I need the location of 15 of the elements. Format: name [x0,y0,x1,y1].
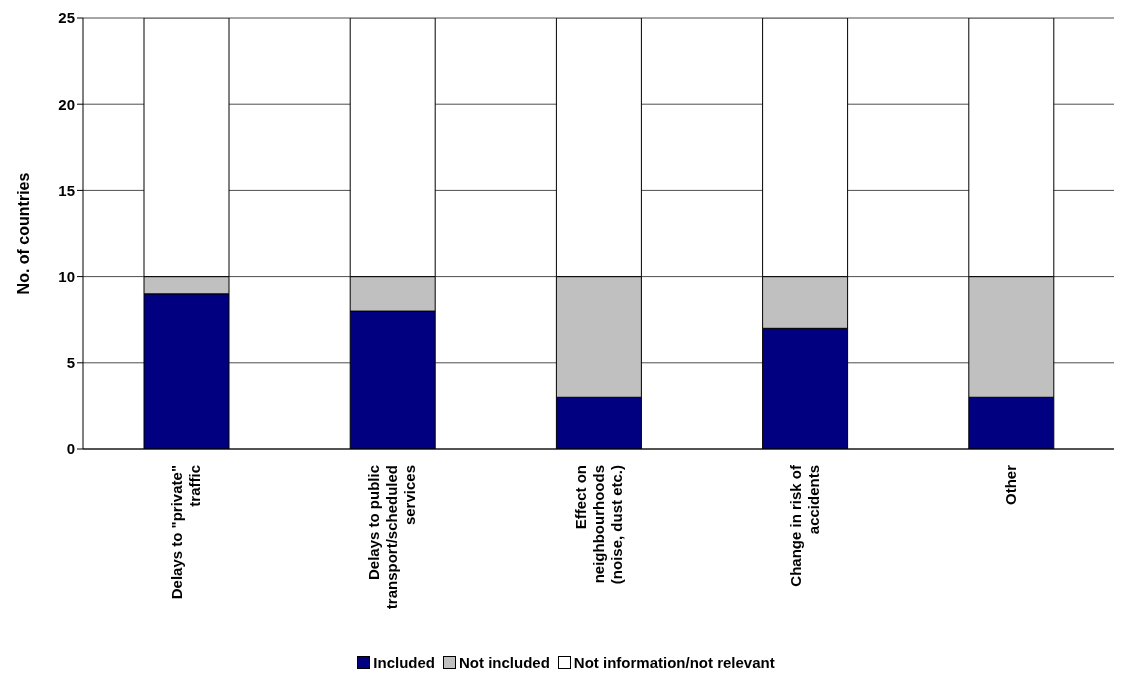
y-tick-label: 25 [58,9,75,27]
x-tick-label: Delays to public transport/scheduled services [365,465,419,610]
y-tick-label: 0 [66,440,75,458]
y-tick-label: 15 [58,181,75,199]
y-tick-label: 5 [66,354,75,372]
x-tick-label: Change in risk of accidents [786,464,822,587]
y-axis-title: No. of countries [14,172,32,295]
x-tick-label: Other [1001,464,1019,506]
legend-label: Not information/not relevant [572,654,775,671]
x-tick-label: Effect on neighbourhoods (noise, dust etc.) [571,465,625,585]
y-tick-label: 20 [58,95,75,113]
legend-label: Included [372,654,435,671]
y-tick-label: 10 [58,267,75,285]
x-tick-label: Delays to "private" traffic [168,465,204,600]
legend-label: Not included [458,654,550,671]
